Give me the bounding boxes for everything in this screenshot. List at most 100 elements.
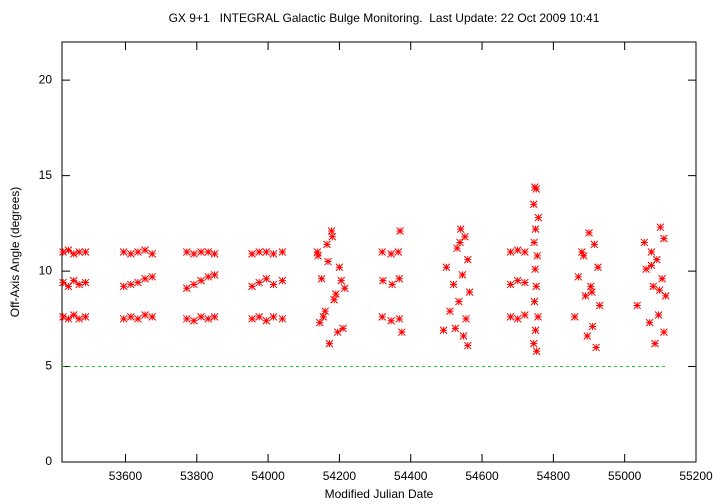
point (640, 238, 649, 247)
point (532, 282, 541, 291)
chart-title: GX 9+1 INTEGRAL Galactic Bulge Monitorin… (169, 11, 600, 25)
point (660, 234, 668, 243)
point (134, 248, 142, 256)
point (248, 250, 256, 258)
point (532, 347, 541, 356)
point (513, 314, 522, 323)
y-tick-label: 20 (39, 72, 53, 86)
point (506, 313, 515, 321)
point (642, 265, 650, 274)
point (182, 284, 191, 293)
point (317, 274, 326, 283)
point (126, 250, 135, 258)
point (378, 313, 387, 321)
point (255, 278, 264, 287)
point (248, 282, 256, 291)
point (182, 248, 191, 256)
point (339, 324, 347, 333)
point (461, 232, 469, 241)
point (396, 227, 404, 235)
point (506, 280, 515, 289)
point (204, 272, 213, 281)
point (513, 276, 522, 285)
point (449, 280, 458, 289)
x-tick-label: 55000 (608, 469, 642, 483)
point (456, 238, 464, 247)
x-tick-label: 53800 (180, 469, 214, 483)
point (262, 316, 271, 325)
y-tick-label: 15 (39, 168, 53, 182)
point (141, 246, 149, 254)
point (197, 248, 205, 256)
point (134, 314, 142, 323)
point (585, 229, 593, 237)
point (459, 332, 468, 340)
point (387, 316, 395, 325)
point (645, 318, 654, 327)
point (651, 339, 659, 348)
point (394, 248, 403, 256)
point (463, 341, 472, 350)
point (75, 248, 83, 256)
point (379, 276, 387, 285)
point (633, 301, 642, 310)
point (315, 318, 324, 327)
point (340, 284, 349, 293)
point (654, 311, 663, 319)
point (586, 282, 595, 291)
point (262, 274, 271, 283)
x-tick-label: 54600 (465, 469, 499, 483)
point (395, 314, 404, 323)
point (451, 324, 460, 333)
point (588, 322, 597, 331)
point (532, 185, 541, 193)
point (269, 313, 278, 321)
point (182, 314, 191, 323)
point (278, 276, 287, 285)
point (59, 313, 67, 321)
point (465, 288, 474, 296)
point (530, 297, 539, 306)
point (531, 265, 540, 274)
point (197, 276, 205, 285)
x-axis-label: Modified Julian Date (325, 487, 434, 501)
point (462, 314, 470, 323)
point (658, 274, 666, 283)
point (141, 274, 149, 283)
point (455, 297, 463, 306)
point (530, 238, 538, 247)
point (75, 280, 83, 289)
point (446, 307, 454, 316)
point (321, 307, 330, 316)
point (578, 248, 586, 256)
point (126, 280, 135, 289)
point (590, 240, 599, 249)
point (529, 339, 538, 348)
point (319, 313, 328, 321)
x-tick-label: 54400 (394, 469, 428, 483)
x-tick-label: 54800 (537, 469, 571, 483)
point (520, 311, 529, 319)
point (570, 313, 579, 321)
point (255, 248, 264, 256)
point (579, 251, 588, 260)
point (269, 280, 278, 289)
point (210, 250, 219, 258)
point (148, 272, 157, 281)
point (81, 278, 90, 287)
point (453, 244, 461, 253)
y-tick-label: 5 (45, 359, 52, 373)
point (531, 326, 540, 335)
point (269, 250, 278, 258)
point (588, 288, 596, 296)
point (520, 278, 529, 287)
point (439, 326, 448, 335)
point (204, 314, 213, 323)
point (69, 276, 78, 285)
point (533, 251, 542, 260)
point (337, 276, 346, 285)
point (134, 278, 142, 287)
point (520, 248, 529, 256)
point (534, 213, 543, 222)
